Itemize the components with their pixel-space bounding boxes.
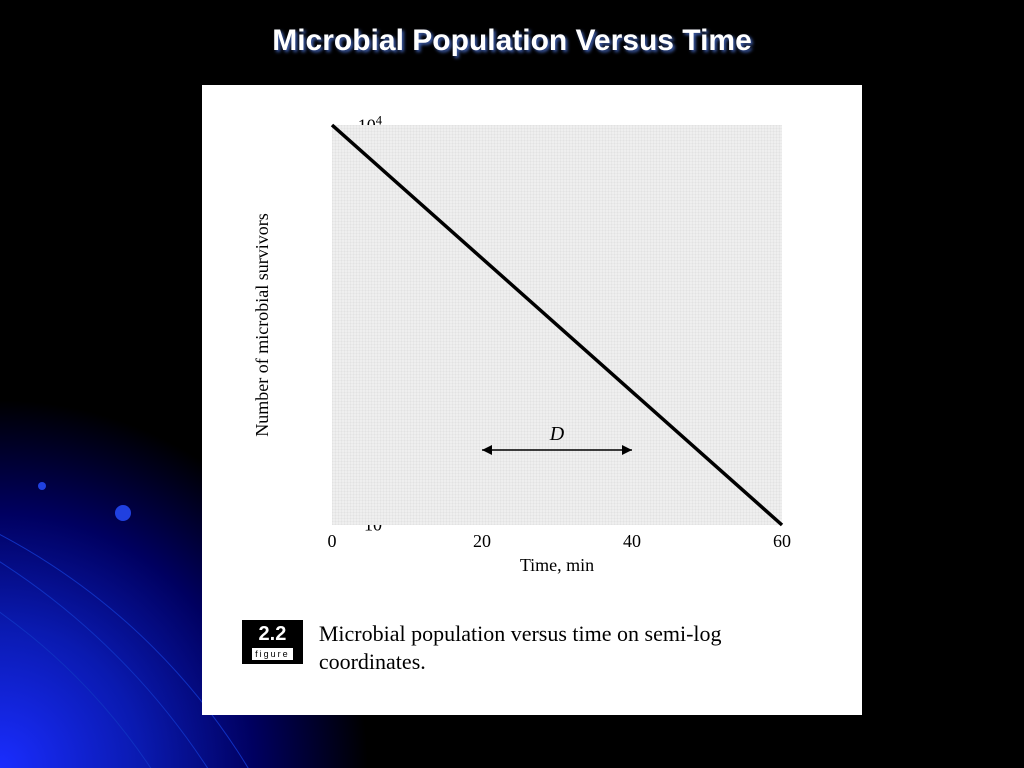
chart-area: Number of microbial survivors 104 103 10… [262, 105, 842, 585]
figure-badge: 2.2 figure [242, 620, 303, 664]
d-arrow-right-head [622, 445, 632, 455]
x-tick-label: 20 [473, 531, 491, 552]
slide-title: Microbial Population Versus Time [0, 24, 1024, 58]
background-dot [38, 482, 46, 490]
x-tick-label: 0 [328, 531, 337, 552]
d-annotation-label: D [549, 423, 565, 445]
y-axis-label: Number of microbial survivors [252, 125, 273, 525]
x-tick-label: 40 [623, 531, 641, 552]
x-axis-label: Time, min [332, 555, 782, 576]
survival-line [332, 125, 782, 525]
figure-card: Number of microbial survivors 104 103 10… [202, 85, 862, 715]
plot-svg: D [332, 125, 782, 525]
figure-caption-text: Microbial population versus time on semi… [319, 620, 822, 675]
figure-caption-row: 2.2 figure Microbial population versus t… [242, 620, 822, 675]
d-arrow-left-head [482, 445, 492, 455]
plot-region: D [332, 125, 782, 525]
background-dot [115, 505, 131, 521]
slide: Microbial Population Versus Time Number … [0, 0, 1024, 768]
figure-word: figure [252, 648, 293, 660]
figure-number: 2.2 [248, 624, 297, 644]
x-tick-label: 60 [773, 531, 791, 552]
